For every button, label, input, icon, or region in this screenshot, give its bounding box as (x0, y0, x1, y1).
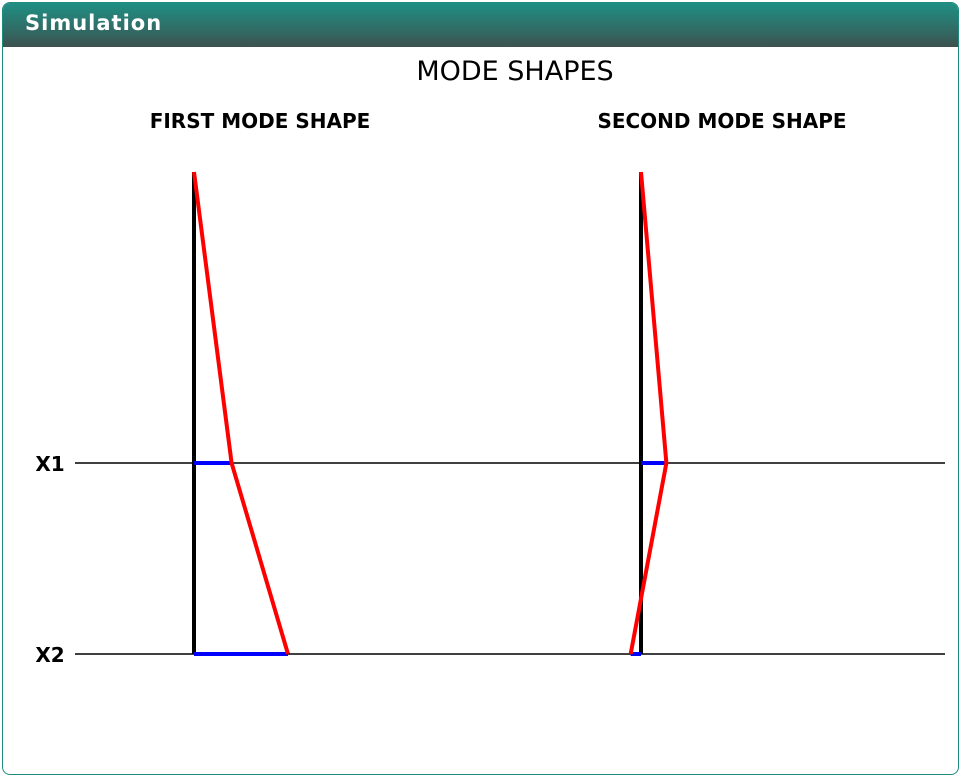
second-mode-deflected-shape (628, 171, 669, 655)
panel-title: Simulation (25, 11, 163, 35)
panel-header: Simulation (3, 3, 958, 47)
level-label-x2: X2 (35, 643, 64, 667)
first-mode-deflected-shape (192, 171, 290, 655)
diagram-title: MODE SHAPES (416, 56, 613, 87)
level-label-x1: X1 (35, 452, 64, 476)
second-mode-title: SECOND MODE SHAPE (597, 109, 846, 133)
first-mode-title: FIRST MODE SHAPE (150, 109, 371, 133)
